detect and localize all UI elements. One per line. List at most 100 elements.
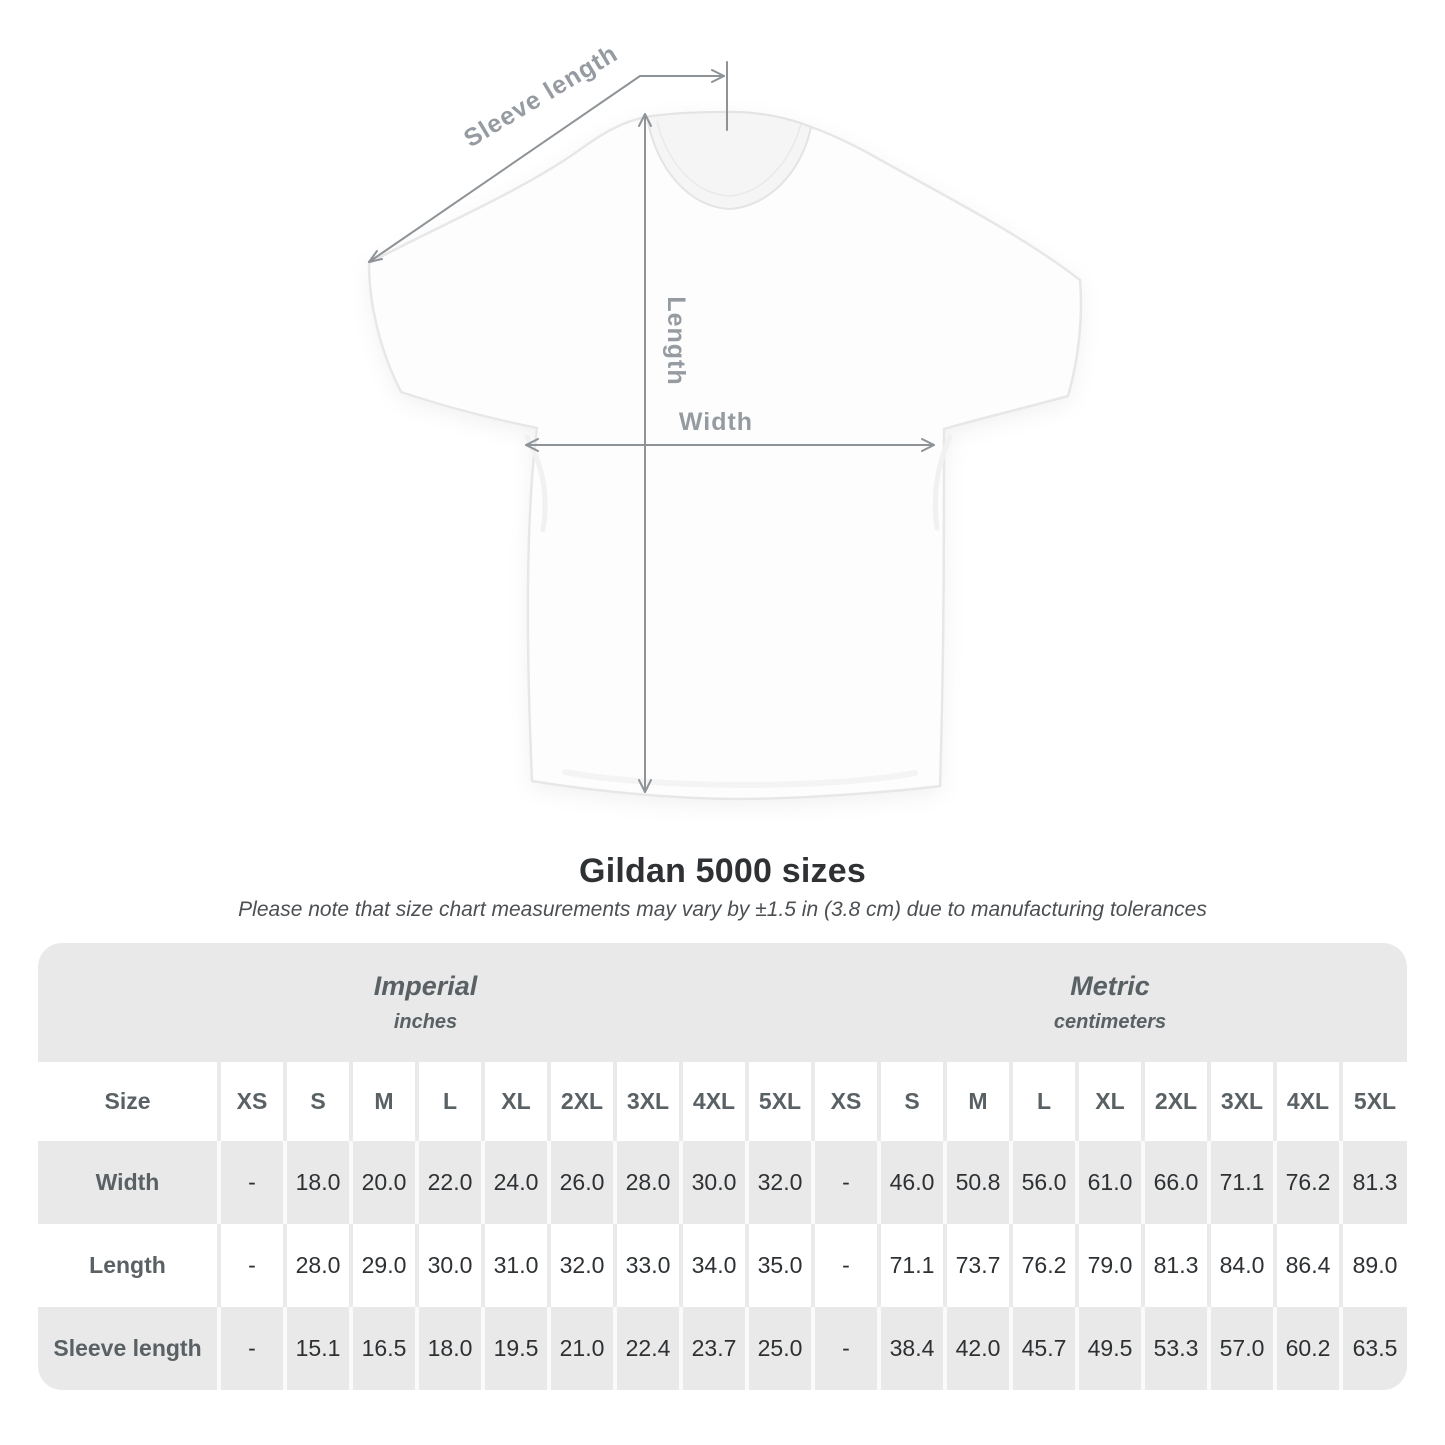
table-row-sleeve-length: Sleeve length - 15.1 16.5 18.0 19.5 21.0… <box>38 1307 1407 1390</box>
value-cell: 15.1 <box>283 1307 351 1390</box>
value-cell: 30.0 <box>679 1141 747 1224</box>
value-cell: 60.2 <box>1273 1307 1341 1390</box>
value-cell: 57.0 <box>1207 1307 1275 1390</box>
value-cell: 32.0 <box>745 1141 813 1224</box>
size-col-header: 5XL <box>1339 1062 1407 1141</box>
tshirt-crease-right <box>932 434 953 531</box>
width-arrow <box>525 438 935 452</box>
tolerance-note: Please note that size chart measurements… <box>238 898 1207 921</box>
value-cell: 81.3 <box>1141 1224 1209 1307</box>
imperial-band: Imperial inches <box>38 943 813 1062</box>
value-cell: 22.4 <box>613 1307 681 1390</box>
value-cell: 53.3 <box>1141 1307 1209 1390</box>
value-cell: 86.4 <box>1273 1224 1341 1307</box>
value-cell: 71.1 <box>877 1224 945 1307</box>
tshirt-crease-left <box>524 434 548 533</box>
value-cell: 28.0 <box>283 1224 351 1307</box>
value-cell: 56.0 <box>1009 1141 1077 1224</box>
size-col-header: 3XL <box>1207 1062 1275 1141</box>
value-cell: - <box>217 1307 285 1390</box>
row-label: Width <box>95 1169 160 1195</box>
value-cell: 71.1 <box>1207 1141 1275 1224</box>
value-cell: 81.3 <box>1339 1141 1407 1224</box>
tshirt-measurement-diagram: Sleeve length Length Width <box>367 39 1083 801</box>
value-cell: 73.7 <box>943 1224 1011 1307</box>
value-cell: 18.0 <box>415 1307 483 1390</box>
value-cell: 49.5 <box>1075 1307 1143 1390</box>
size-col-header: XS <box>217 1062 285 1141</box>
value-cell: 79.0 <box>1075 1224 1143 1307</box>
value-cell: 29.0 <box>349 1224 417 1307</box>
value-cell: 50.8 <box>943 1141 1011 1224</box>
value-cell: 22.0 <box>415 1141 483 1224</box>
value-cell: 23.7 <box>679 1307 747 1390</box>
size-col-header: L <box>415 1062 483 1141</box>
value-cell: 26.0 <box>547 1141 615 1224</box>
value-cell: - <box>811 1224 879 1307</box>
value-cell: 61.0 <box>1075 1141 1143 1224</box>
value-cell: 66.0 <box>1141 1141 1209 1224</box>
size-col-header: 4XL <box>1273 1062 1341 1141</box>
tshirt-graphic <box>367 110 1083 801</box>
value-cell: 28.0 <box>613 1141 681 1224</box>
size-col-header: M <box>943 1062 1011 1141</box>
value-cell: 42.0 <box>943 1307 1011 1390</box>
sleeve-length-arrow <box>368 61 728 263</box>
value-cell: 89.0 <box>1339 1224 1407 1307</box>
size-col-header: 3XL <box>613 1062 681 1141</box>
size-table: Imperial inches Metric centimeters Size … <box>38 943 1407 1390</box>
table-row-width: Width - 18.0 20.0 22.0 24.0 26.0 28.0 30… <box>38 1141 1407 1224</box>
size-col-header: M <box>349 1062 417 1141</box>
tshirt-hem-shading <box>562 769 918 788</box>
metric-band: Metric centimeters <box>813 943 1407 1062</box>
value-cell: - <box>811 1141 879 1224</box>
value-cell: 20.0 <box>349 1141 417 1224</box>
units-band-row: Imperial inches Metric centimeters <box>38 943 1407 1062</box>
size-col-header: XL <box>1075 1062 1143 1141</box>
size-col-header: S <box>283 1062 351 1141</box>
size-col-header: XS <box>811 1062 879 1141</box>
table-row-length: Length - 28.0 29.0 30.0 31.0 32.0 33.0 3… <box>38 1224 1407 1307</box>
size-col-header: XL <box>481 1062 549 1141</box>
value-cell: 30.0 <box>415 1224 483 1307</box>
value-cell: 31.0 <box>481 1224 549 1307</box>
value-cell: 38.4 <box>877 1307 945 1390</box>
value-cell: 33.0 <box>613 1224 681 1307</box>
value-cell: 21.0 <box>547 1307 615 1390</box>
size-col-header: 2XL <box>547 1062 615 1141</box>
tshirt-body <box>367 110 1083 801</box>
value-cell: - <box>217 1224 285 1307</box>
size-col-header: L <box>1009 1062 1077 1141</box>
value-cell: - <box>811 1307 879 1390</box>
metric-section-unit: centimeters <box>1053 1011 1167 1033</box>
imperial-section-title: Imperial <box>373 971 478 1001</box>
value-cell: 45.7 <box>1009 1307 1077 1390</box>
length-arrow <box>638 113 652 793</box>
size-header-row: Size XS S M L XL 2XL 3XL 4XL 5XL XS S M … <box>38 1062 1407 1141</box>
size-col-header: 4XL <box>679 1062 747 1141</box>
value-cell: 25.0 <box>745 1307 813 1390</box>
size-col-header: S <box>877 1062 945 1141</box>
row-label: Length <box>89 1252 166 1278</box>
value-cell: 84.0 <box>1207 1224 1275 1307</box>
value-cell: 63.5 <box>1339 1307 1407 1390</box>
value-cell: 35.0 <box>745 1224 813 1307</box>
size-col-header: 5XL <box>745 1062 813 1141</box>
imperial-section-unit: inches <box>393 1011 458 1033</box>
value-cell: - <box>217 1141 285 1224</box>
value-cell: 19.5 <box>481 1307 549 1390</box>
value-cell: 24.0 <box>481 1141 549 1224</box>
value-cell: 16.5 <box>349 1307 417 1390</box>
row-label: Sleeve length <box>53 1335 202 1361</box>
corner-header: Size <box>38 1062 219 1141</box>
length-label: Length <box>662 296 690 385</box>
size-col-header: 2XL <box>1141 1062 1209 1141</box>
value-cell: 76.2 <box>1273 1141 1341 1224</box>
value-cell: 76.2 <box>1009 1224 1077 1307</box>
value-cell: 32.0 <box>547 1224 615 1307</box>
value-cell: 18.0 <box>283 1141 351 1224</box>
page-title: Gildan 5000 sizes <box>579 852 866 890</box>
value-cell: 34.0 <box>679 1224 747 1307</box>
tshirt-collar-rib <box>656 120 802 197</box>
